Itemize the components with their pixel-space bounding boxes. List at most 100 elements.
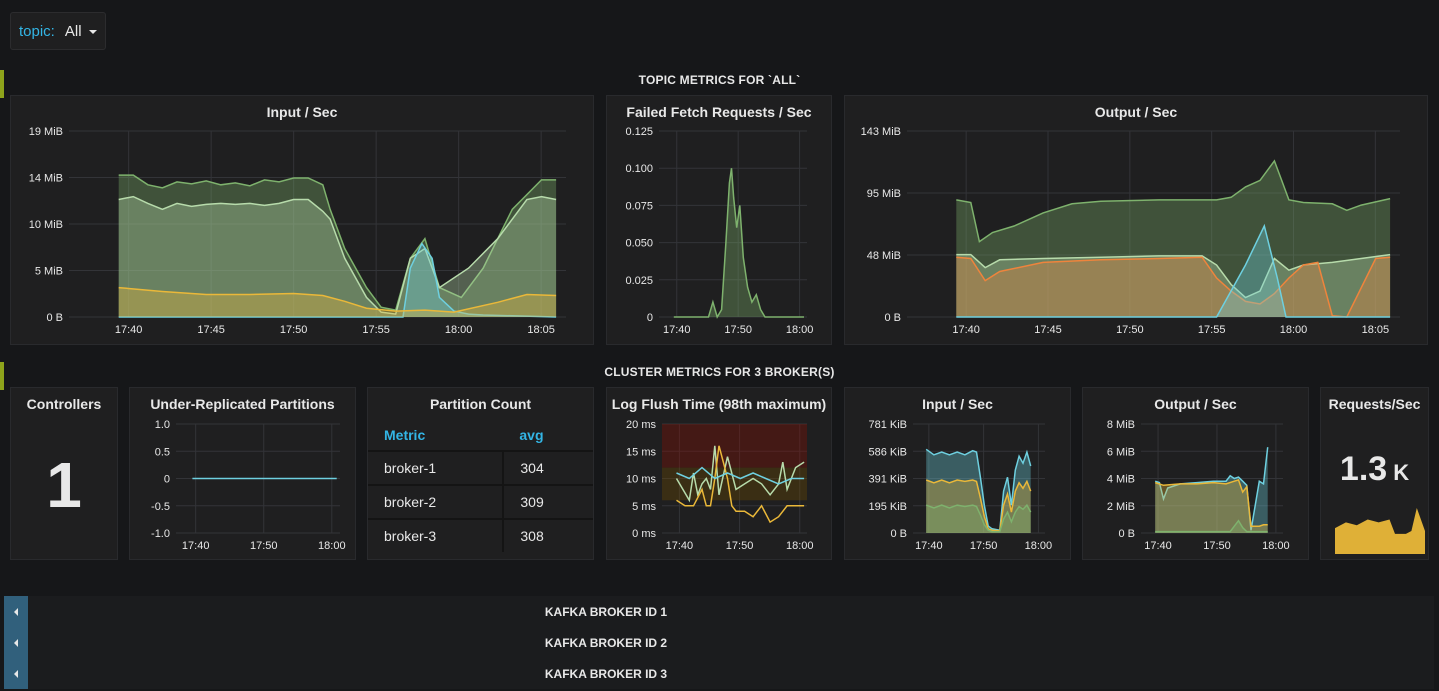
- collapsed-row-broker-1[interactable]: KAFKA BROKER ID 1: [4, 596, 1434, 627]
- x-tick-label: 17:40: [952, 324, 980, 336]
- y-tick-label: 0.075: [625, 200, 653, 212]
- series-line-broker-2: [676, 445, 805, 524]
- chart-cluster-output: 8 MiB 6 MiB 4 MiB 2 MiB 0 B 17:40 17:50 18:00: [1107, 419, 1290, 552]
- cell-metric: broker-3: [368, 518, 504, 552]
- series-line-total: [956, 159, 1391, 243]
- y-tick-label: 6 MiB: [1107, 446, 1135, 458]
- expand-row-toggle[interactable]: [4, 596, 28, 627]
- gridlines: [659, 130, 807, 318]
- y-tick-label: 0.050: [625, 238, 653, 250]
- series-line-broker-c: [925, 503, 1032, 533]
- chart-topic-input: 19 MiB 14 MiB 10 MiB 5 MiB 0 B 17:40 17:45 17:5…: [29, 126, 566, 336]
- chart-requests-sparkline: [1335, 508, 1425, 554]
- collapsed-row-broker-3[interactable]: KAFKA BROKER ID 3: [4, 658, 1434, 689]
- y-tick-label: 0 B: [1118, 528, 1135, 540]
- series-area-lightgreen: [956, 254, 1391, 317]
- y-tick-label: 0.125: [625, 126, 653, 138]
- x-tick-label: 18:00: [786, 540, 814, 552]
- x-tick-label: 18:00: [318, 540, 346, 552]
- panel-failed-fetch[interactable]: Failed Fetch Requests / Sec 0.125 0.100 0.…: [606, 95, 832, 345]
- series-area-total: [956, 160, 1391, 317]
- panel-cluster-input[interactable]: Input / Sec 781 KiB 586 KiB 391 KiB 195 KiB…: [844, 387, 1071, 560]
- y-tick-label: 8 MiB: [1107, 419, 1135, 431]
- x-tick-label: 17:40: [663, 324, 691, 336]
- y-tick-label: 0 B: [46, 312, 63, 324]
- chart-failed-fetch: 0.125 0.100 0.075 0.050 0.025 0 17:40 17:50 18:0…: [625, 126, 813, 336]
- panel-title: Failed Fetch Requests / Sec: [626, 104, 812, 120]
- panel-topic-input[interactable]: Input / Sec 19 MiB 14 MiB 10 MiB 5 MiB 0 B 17…: [10, 95, 594, 345]
- y-tick-label: 10 ms: [626, 474, 656, 486]
- chart-under-replicated: 1.0 0.5 0 -0.5 -1.0 17:40 17:50 18:00: [151, 419, 346, 552]
- requests-value: 1.3 K: [1321, 450, 1428, 489]
- x-tick-label: 17:50: [970, 540, 998, 552]
- row-marker-topic: [0, 70, 4, 98]
- y-tick-label: 4 MiB: [1107, 474, 1135, 486]
- x-tick-label: 17:50: [1203, 540, 1231, 552]
- series-line-broker-c: [1155, 519, 1268, 533]
- row-title[interactable]: KAFKA BROKER ID 2: [544, 635, 668, 650]
- y-tick-label: 14 MiB: [29, 173, 63, 185]
- series-line-total: [118, 174, 557, 311]
- y-tick-label: 0.5: [155, 446, 170, 458]
- topic-variable-picker[interactable]: topic: All: [10, 12, 107, 50]
- panel-title: Output / Sec: [1094, 104, 1178, 120]
- x-tick-label: 18:05: [527, 324, 555, 336]
- expand-row-toggle[interactable]: [4, 658, 28, 689]
- column-header-metric[interactable]: Metric: [368, 420, 504, 452]
- y-tick-label: 48 MiB: [867, 250, 901, 262]
- series-line-broker-a: [925, 448, 1032, 532]
- y-tick-label: 143 MiB: [861, 126, 901, 138]
- expand-row-toggle[interactable]: [4, 627, 28, 658]
- y-tick-label: 15 ms: [626, 446, 656, 458]
- x-tick-label: 18:00: [445, 324, 473, 336]
- panel-title: Output / Sec: [1154, 396, 1237, 412]
- series-line-broker-3: [676, 466, 805, 485]
- row-title[interactable]: KAFKA BROKER ID 3: [544, 666, 668, 681]
- y-tick-label: 19 MiB: [29, 126, 63, 138]
- x-tick-label: 17:40: [666, 540, 694, 552]
- y-tick-label: 586 KiB: [868, 446, 907, 458]
- series-line-failed: [673, 168, 804, 319]
- series-area-broker-c: [926, 505, 1031, 533]
- panel-cluster-output[interactable]: Output / Sec 8 MiB 6 MiB 4 MiB 2 MiB 0 B 17:4…: [1082, 387, 1309, 560]
- table-row: broker-1 304: [368, 450, 593, 485]
- column-header-avg[interactable]: avg: [503, 420, 593, 452]
- topic-variable-label: topic:: [19, 22, 55, 40]
- controllers-value: 1: [46, 449, 82, 521]
- cell-avg: 309: [502, 484, 593, 519]
- y-tick-label: 0: [164, 474, 170, 486]
- x-tick-label: 17:55: [1198, 324, 1226, 336]
- y-tick-label: 5 ms: [632, 501, 656, 513]
- series-line-yellow: [118, 286, 557, 313]
- x-tick-label: 17:40: [1144, 540, 1172, 552]
- y-tick-label: 0: [647, 312, 653, 324]
- chart-cluster-input: 781 KiB 586 KiB 391 KiB 195 KiB 0 B 17:40 17:5…: [868, 419, 1052, 552]
- y-tick-label: -1.0: [151, 528, 170, 540]
- panel-topic-output[interactable]: Output / Sec 143 MiB 95 MiB 48 MiB 0 B 17:40…: [844, 95, 1428, 345]
- panel-title: Log Flush Time (98th maximum): [611, 396, 827, 412]
- caret-left-icon: [14, 607, 18, 616]
- series-line-blue: [956, 223, 1391, 318]
- collapsed-row-broker-2[interactable]: KAFKA BROKER ID 2: [4, 627, 1434, 658]
- panel-log-flush[interactable]: Log Flush Time (98th maximum) 20 ms 15 ms…: [606, 387, 832, 560]
- chart-topic-output: 143 MiB 95 MiB 48 MiB 0 B 17:40 17:45 17:50 17:…: [861, 126, 1400, 336]
- topic-variable-dropdown[interactable]: All: [65, 23, 98, 40]
- x-tick-label: 17:50: [1116, 324, 1144, 336]
- row-title-cluster: CLUSTER METRICS FOR 3 BROKER(S): [604, 365, 835, 379]
- y-tick-label: -0.5: [151, 501, 170, 513]
- row-title[interactable]: KAFKA BROKER ID 1: [544, 604, 668, 619]
- chart-log-flush: 20 ms 15 ms 10 ms 5 ms 0 ms 17:40 17:50 18:00: [626, 419, 814, 552]
- panel-controllers[interactable]: Controllers 1: [10, 387, 118, 560]
- y-tick-label: 2 MiB: [1107, 501, 1135, 513]
- cell-avg: 304: [502, 450, 593, 485]
- x-tick-label: 17:50: [280, 324, 308, 336]
- panel-partition-count[interactable]: Partition Count Metric avg broker-1 304 …: [367, 387, 594, 560]
- series-line-main: [118, 195, 557, 315]
- panel-requests[interactable]: Requests/Sec 1.3 K: [1320, 387, 1429, 560]
- series-area-requests: [1335, 508, 1425, 554]
- panel-title: Controllers: [26, 396, 102, 412]
- panel-under-replicated[interactable]: Under-Replicated Partitions 1.0 0.5 0 -0.5 -…: [129, 387, 356, 560]
- x-tick-label: 17:40: [182, 540, 210, 552]
- series-area-broker-b: [1155, 479, 1268, 533]
- cell-metric: broker-2: [368, 484, 504, 519]
